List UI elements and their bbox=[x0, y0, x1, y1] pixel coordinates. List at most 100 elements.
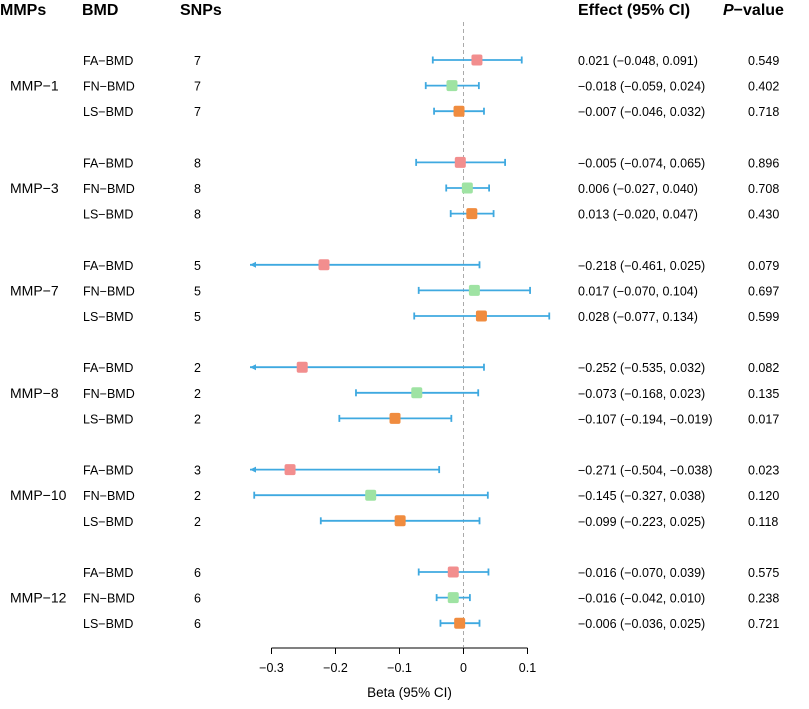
point-estimate bbox=[447, 566, 459, 578]
x-axis-title: Beta (95% CI) bbox=[367, 685, 452, 700]
p-value: 0.135 bbox=[748, 387, 779, 401]
point-estimate bbox=[365, 489, 377, 501]
effect-text: −0.073 (−0.168, 0.023) bbox=[578, 387, 705, 401]
p-value: 0.599 bbox=[748, 310, 779, 324]
ci-arrow-lower bbox=[250, 364, 256, 371]
snps-value: 2 bbox=[194, 515, 201, 529]
p-value: 0.721 bbox=[748, 617, 779, 631]
point-estimate bbox=[296, 361, 308, 373]
group-label: MMP−10 bbox=[10, 487, 67, 503]
effect-text: −0.271 (−0.504, −0.038) bbox=[578, 464, 713, 478]
point-estimate bbox=[394, 515, 406, 527]
effect-text: 0.028 (−0.077, 0.134) bbox=[578, 310, 698, 324]
p-value: 0.718 bbox=[748, 105, 779, 119]
p-value: 0.079 bbox=[748, 259, 779, 273]
p-value: 0.238 bbox=[748, 592, 779, 606]
snps-value: 8 bbox=[194, 182, 201, 196]
snps-value: 5 bbox=[194, 284, 201, 298]
effect-text: −0.016 (−0.042, 0.010) bbox=[578, 592, 705, 606]
bmd-label: LS−BMD bbox=[83, 208, 133, 222]
snps-value: 2 bbox=[194, 387, 201, 401]
header-pvalue-italic: P bbox=[723, 2, 734, 19]
p-value: 0.118 bbox=[748, 515, 778, 529]
snps-value: 2 bbox=[194, 489, 201, 503]
bmd-label: LS−BMD bbox=[83, 412, 133, 426]
x-tick-label: 0.1 bbox=[519, 661, 536, 675]
group-label: MMP−7 bbox=[10, 282, 59, 298]
effect-text: −0.016 (−0.070, 0.039) bbox=[578, 566, 705, 580]
bmd-label: LS−BMD bbox=[83, 515, 133, 529]
effect-text: −0.252 (−0.535, 0.032) bbox=[578, 361, 705, 375]
snps-value: 2 bbox=[194, 361, 201, 375]
effect-text: −0.218 (−0.461, 0.025) bbox=[578, 259, 705, 273]
point-estimate bbox=[447, 592, 459, 604]
effect-text: −0.006 (−0.036, 0.025) bbox=[578, 617, 705, 631]
point-estimate bbox=[468, 284, 480, 296]
p-value: 0.896 bbox=[748, 156, 779, 170]
snps-value: 3 bbox=[194, 464, 201, 478]
group-label: MMP−12 bbox=[10, 590, 67, 606]
snps-value: 7 bbox=[194, 80, 201, 94]
bmd-label: FA−BMD bbox=[83, 464, 133, 478]
p-value: 0.402 bbox=[748, 80, 779, 94]
p-value: 0.708 bbox=[748, 182, 779, 196]
p-value: 0.575 bbox=[748, 566, 779, 580]
group-label: MMP−3 bbox=[10, 180, 59, 196]
p-value: 0.430 bbox=[748, 208, 779, 222]
snps-value: 8 bbox=[194, 156, 201, 170]
point-estimate bbox=[461, 182, 473, 194]
effect-text: −0.018 (−0.059, 0.024) bbox=[578, 80, 705, 94]
bmd-label: FA−BMD bbox=[83, 259, 133, 273]
effect-text: −0.007 (−0.046, 0.032) bbox=[578, 105, 705, 119]
point-estimate bbox=[475, 310, 487, 322]
header-effect: Effect (95% CI) bbox=[578, 2, 691, 19]
header-bmd: BMD bbox=[82, 2, 119, 19]
ci-arrow-lower bbox=[250, 466, 256, 473]
point-estimate bbox=[466, 208, 478, 220]
bmd-label: LS−BMD bbox=[83, 310, 133, 324]
group-label: MMP−1 bbox=[10, 78, 59, 94]
point-estimate bbox=[284, 464, 296, 476]
point-estimate bbox=[389, 412, 401, 424]
p-value: 0.549 bbox=[748, 54, 779, 68]
effect-text: −0.107 (−0.194, −0.019) bbox=[578, 412, 713, 426]
bmd-label: FA−BMD bbox=[83, 156, 133, 170]
point-estimate bbox=[454, 617, 466, 629]
snps-value: 8 bbox=[194, 208, 201, 222]
header-pvalue: P−value bbox=[723, 2, 784, 20]
x-tick-label: −0.3 bbox=[259, 661, 284, 675]
group-label: MMP−8 bbox=[10, 385, 59, 401]
x-tick-label: 0 bbox=[460, 661, 467, 675]
effect-text: −0.005 (−0.074, 0.065) bbox=[578, 156, 705, 170]
snps-value: 5 bbox=[194, 310, 201, 324]
bmd-label: FA−BMD bbox=[83, 361, 133, 375]
point-estimate bbox=[318, 259, 330, 271]
bmd-label: FA−BMD bbox=[83, 54, 133, 68]
bmd-label: FN−BMD bbox=[83, 80, 135, 94]
snps-value: 5 bbox=[194, 259, 201, 273]
p-value: 0.023 bbox=[748, 464, 779, 478]
bmd-label: FN−BMD bbox=[83, 592, 135, 606]
bmd-label: FN−BMD bbox=[83, 387, 135, 401]
bmd-label: LS−BMD bbox=[83, 617, 133, 631]
point-estimate bbox=[411, 387, 423, 399]
effect-text: 0.017 (−0.070, 0.104) bbox=[578, 284, 698, 298]
effect-text: 0.006 (−0.027, 0.040) bbox=[578, 182, 698, 196]
header-mmps: MMPs bbox=[0, 2, 47, 19]
x-tick-label: −0.1 bbox=[387, 661, 412, 675]
bmd-label: FN−BMD bbox=[83, 489, 135, 503]
ci-arrow-lower bbox=[250, 261, 256, 268]
snps-value: 7 bbox=[194, 105, 201, 119]
p-value: 0.697 bbox=[748, 284, 779, 298]
header-pvalue-rest: −value bbox=[733, 2, 784, 19]
effect-text: −0.099 (−0.223, 0.025) bbox=[578, 515, 705, 529]
p-value: 0.017 bbox=[748, 412, 779, 426]
bmd-label: FA−BMD bbox=[83, 566, 133, 580]
bmd-label: FN−BMD bbox=[83, 182, 135, 196]
snps-value: 6 bbox=[194, 617, 201, 631]
point-estimate bbox=[453, 105, 465, 117]
snps-value: 6 bbox=[194, 566, 201, 580]
effect-text: −0.145 (−0.327, 0.038) bbox=[578, 489, 705, 503]
bmd-label: FN−BMD bbox=[83, 284, 135, 298]
